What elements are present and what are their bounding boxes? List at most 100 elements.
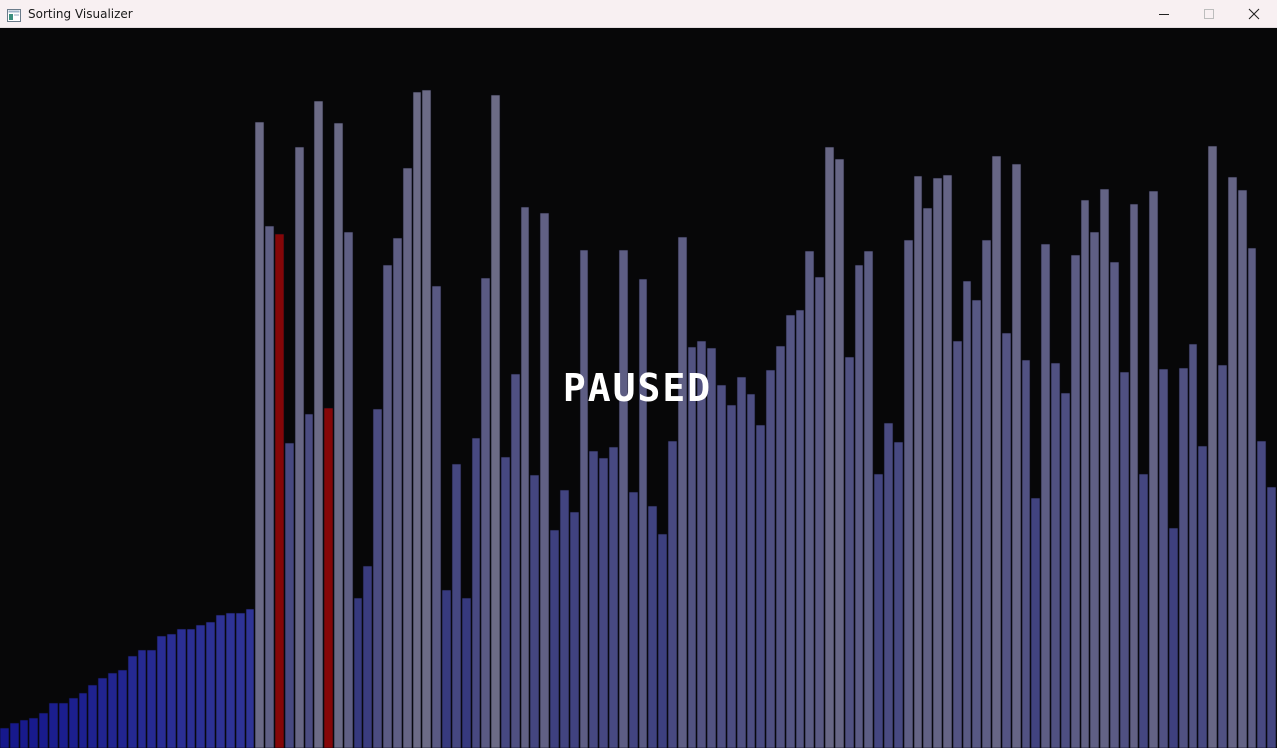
bar — [1129, 203, 1139, 748]
bar — [510, 373, 521, 748]
bar — [598, 457, 609, 748]
bar — [1158, 368, 1169, 748]
bar — [156, 635, 167, 748]
bar — [785, 314, 796, 748]
paused-overlay: PAUSED — [562, 366, 713, 410]
bar — [569, 511, 580, 748]
title-bar[interactable]: Sorting Visualizer — [0, 0, 1277, 28]
bar — [284, 442, 295, 748]
bar — [1178, 367, 1189, 748]
bar — [392, 237, 403, 748]
bar — [696, 340, 707, 748]
bar — [736, 376, 747, 748]
bar — [1099, 188, 1110, 748]
bar — [765, 369, 776, 748]
bar — [687, 346, 697, 748]
bar — [677, 236, 688, 748]
bar — [58, 702, 69, 748]
bar — [431, 285, 442, 748]
bar — [215, 614, 226, 748]
bar — [628, 491, 639, 748]
app-window-icon — [7, 7, 21, 22]
bar — [824, 146, 835, 748]
bar — [1119, 371, 1130, 748]
bar — [127, 655, 138, 748]
bar — [991, 155, 1002, 748]
maximize-button[interactable] — [1186, 0, 1232, 28]
bar — [549, 529, 560, 748]
bar — [893, 441, 904, 748]
minimize-button[interactable] — [1141, 0, 1187, 28]
bar — [264, 225, 275, 748]
bar — [382, 264, 393, 748]
bar — [608, 446, 619, 748]
bar — [1227, 176, 1238, 748]
bar — [520, 206, 530, 748]
bar-chart — [0, 89, 1277, 748]
bar — [539, 212, 550, 748]
bar — [19, 719, 29, 748]
bar — [1040, 243, 1051, 748]
bar — [755, 424, 766, 748]
bar — [304, 413, 314, 748]
bar — [294, 146, 305, 748]
close-button[interactable] — [1231, 0, 1277, 28]
bar — [500, 456, 511, 748]
bar — [1217, 364, 1228, 748]
bar — [981, 239, 992, 748]
bar — [1011, 163, 1022, 748]
bar — [87, 684, 98, 748]
bar — [657, 533, 668, 748]
bar — [1060, 392, 1071, 748]
maximize-icon — [1204, 9, 1214, 19]
bar — [38, 712, 49, 748]
bar — [844, 356, 855, 748]
bar — [176, 628, 187, 748]
bar — [441, 589, 452, 748]
bar — [903, 239, 914, 748]
bar — [942, 174, 953, 748]
bar — [1237, 189, 1248, 748]
bar — [588, 450, 599, 748]
bar — [1001, 332, 1012, 748]
bar — [343, 231, 354, 748]
bar — [1070, 254, 1081, 748]
bar — [716, 384, 727, 748]
bar — [421, 89, 432, 748]
bar — [205, 621, 216, 748]
bar — [834, 158, 845, 748]
bar — [471, 437, 481, 748]
bar — [726, 404, 737, 748]
visualizer-canvas[interactable]: PAUSED — [0, 29, 1277, 748]
bar — [353, 597, 363, 748]
minimize-icon — [1159, 14, 1169, 15]
bar — [795, 309, 805, 748]
bar — [1030, 497, 1041, 748]
bar — [137, 649, 147, 748]
bar — [1080, 199, 1090, 748]
bar — [883, 422, 894, 748]
bar — [1207, 145, 1218, 748]
bar — [922, 207, 933, 748]
bar — [480, 277, 491, 748]
bar — [362, 565, 373, 748]
bar — [254, 121, 265, 748]
bar — [1168, 527, 1179, 748]
bar — [952, 340, 963, 748]
bar — [48, 702, 59, 748]
bar — [1256, 440, 1267, 748]
bar — [490, 94, 501, 748]
bar — [245, 608, 255, 748]
bar — [873, 473, 884, 748]
bar — [804, 250, 815, 748]
bar — [579, 249, 589, 748]
bar — [78, 692, 88, 748]
bar — [1050, 362, 1061, 748]
bar — [932, 177, 943, 748]
bar — [529, 474, 540, 748]
bar — [1109, 261, 1120, 748]
bar — [618, 249, 629, 748]
bar-highlighted — [323, 407, 334, 748]
bar — [1089, 231, 1100, 748]
bar — [1021, 359, 1031, 748]
